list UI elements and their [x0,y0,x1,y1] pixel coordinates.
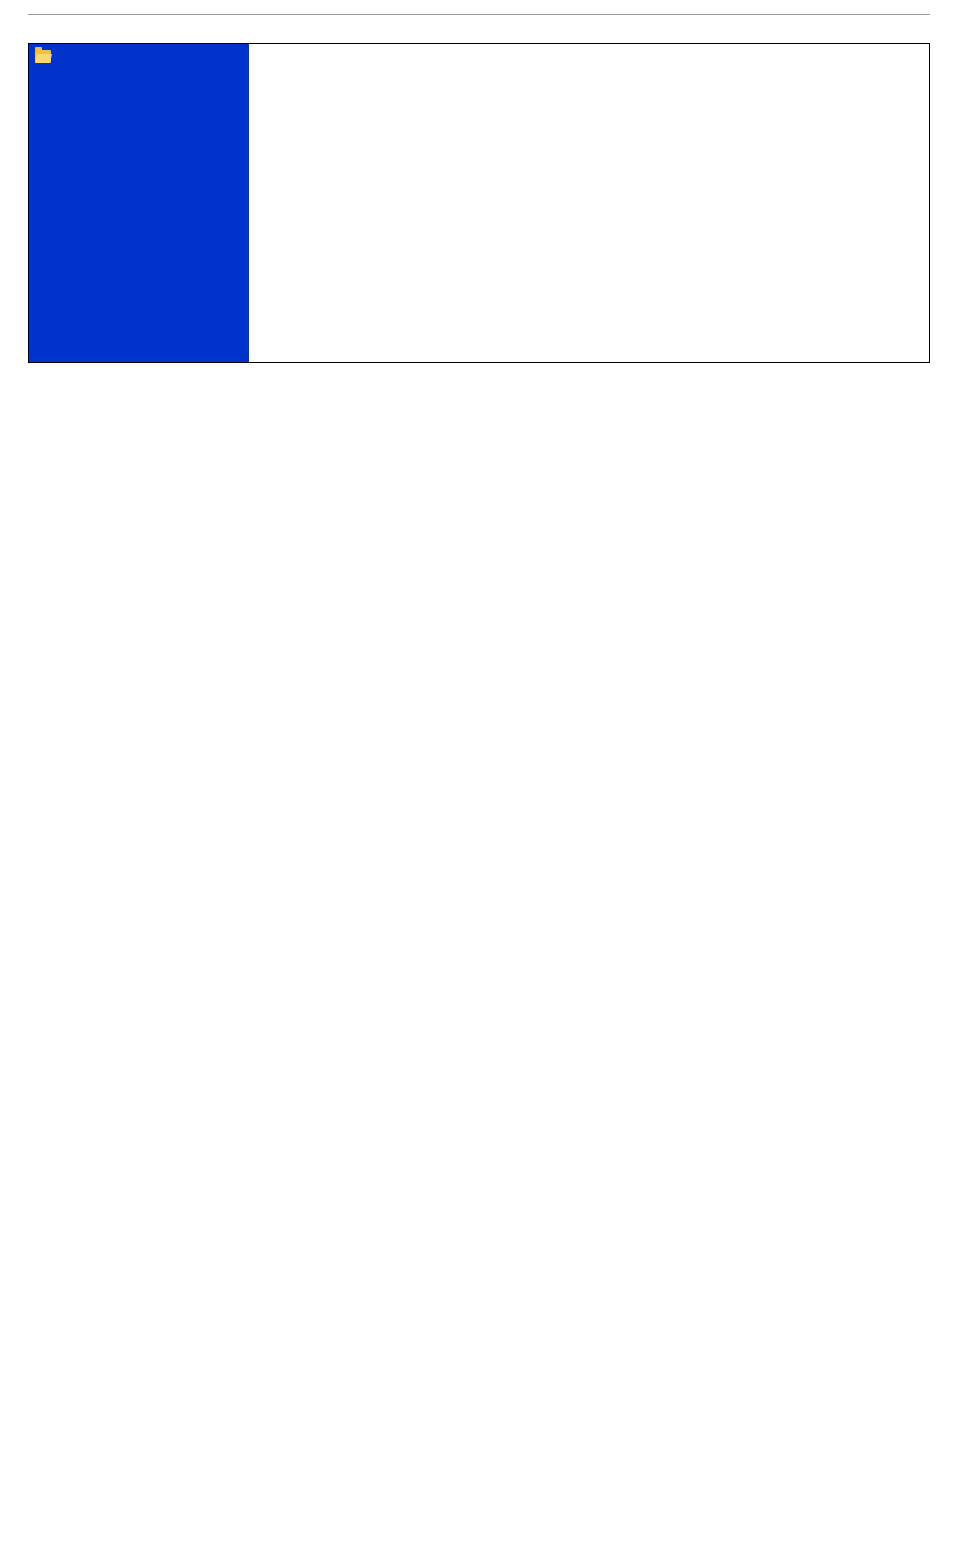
screenshot-figure [28,43,930,363]
folder-open-icon [35,50,51,63]
content-panel [249,44,929,362]
nav-sidebar [29,44,249,362]
nav-root[interactable] [35,50,245,63]
page-header [28,12,930,15]
